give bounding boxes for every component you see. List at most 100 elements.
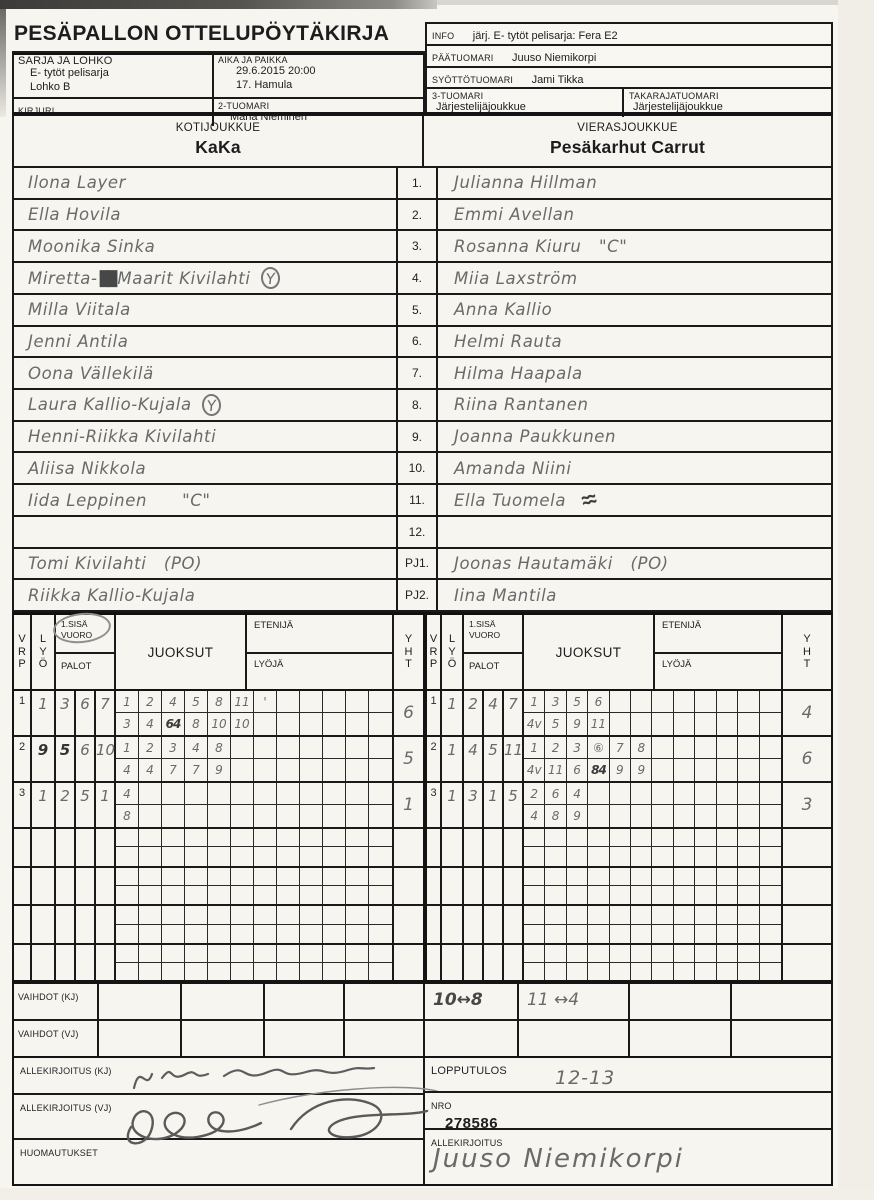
juoksut-cell — [588, 924, 610, 944]
away-player-cell: Hilma Haapala — [438, 358, 831, 388]
yht-column-label: Y H T — [404, 633, 413, 671]
inning-total — [394, 829, 423, 866]
juoksut-cell — [567, 963, 589, 980]
palot-cell: 11 — [504, 737, 524, 781]
juoksut-cell — [759, 868, 781, 887]
thick-divider-line — [12, 112, 833, 116]
inning-total: 4 — [801, 703, 813, 723]
juoksut-cell — [716, 783, 739, 805]
roster-row: Moonika Sinka 3. Rosanna Kiuru "C" — [14, 231, 831, 264]
juoksut-cell: 8 — [545, 805, 567, 827]
juoksut-cell: 4 — [524, 805, 546, 827]
lyo-cell: 1 — [442, 691, 464, 735]
juoksut-cell: 4v — [524, 713, 546, 735]
away-player-cell: Iina Mantila — [438, 580, 831, 610]
away-player-name: Joonas Hautamäki (PO) — [454, 553, 669, 573]
substitutions-table: VAIHDOT (KJ) 10↔8 11 ↔4 VAIHDOT (VJ) — [12, 982, 833, 1058]
juoksut-cell — [369, 783, 392, 805]
juoksut-cell — [323, 805, 346, 827]
juoksut-cell: 2 — [545, 737, 567, 759]
home-player-cell: Ilona Layer — [14, 168, 398, 198]
etenija-label: ETENIJÄ — [247, 615, 392, 655]
juoksut-cell — [567, 886, 589, 905]
lineup-number: 10. — [398, 453, 438, 484]
lineup-number: 4. — [398, 263, 438, 293]
inning-total: 5 — [403, 749, 414, 769]
juoksut-cell — [674, 713, 696, 735]
lineup-number: 9. — [398, 421, 438, 452]
nro-label: NRO — [431, 1101, 452, 1111]
vaihdot-cell — [182, 984, 265, 1019]
away-player-name: Rosanna Kiuru "C" — [454, 236, 628, 256]
juoksut-cell — [588, 906, 610, 925]
juoksut-cell — [231, 737, 254, 759]
juoksut-cell — [323, 759, 346, 781]
juoksut-cell — [139, 906, 162, 925]
juoksut-cell: 10 — [231, 713, 254, 735]
away-player-name: Hilma Haapala — [454, 363, 583, 383]
vaihdot-cell — [265, 984, 345, 1019]
juoksut-cell — [208, 847, 231, 866]
vaihdot-cell: 10↔8 — [425, 984, 519, 1019]
juoksut-grid — [524, 829, 783, 866]
page-margin — [0, 1188, 874, 1200]
palot-cell — [464, 867, 484, 905]
away-player-name: Iina Mantila — [454, 585, 558, 605]
vaihdot-cell — [182, 1021, 265, 1056]
lyo-cell — [32, 945, 56, 980]
inning-number: 3 — [427, 783, 442, 827]
juoksut-cell — [524, 829, 546, 848]
juoksut-cell — [139, 805, 162, 827]
palot-cell — [464, 829, 484, 866]
scoring-header: V R P L Y Ö 1.SISÄ VUORO PALOT JUOKSUT E… — [427, 615, 831, 691]
juoksut-cell — [300, 886, 323, 905]
home-player-cell: Aliisa Nikkola — [14, 453, 398, 484]
lyo-cell — [442, 829, 464, 866]
juoksut-cell — [300, 805, 323, 827]
juoksut-cell — [369, 868, 392, 887]
sisavuoro-label: 1.SISÄ VUORO — [51, 610, 114, 654]
palot-cell: 4 — [464, 737, 484, 781]
juoksut-cell — [717, 713, 739, 735]
juoksut-cell — [631, 847, 653, 866]
away-player-cell: Ella Tuomela ≈≈ — [438, 485, 831, 515]
juoksut-cell — [631, 829, 653, 848]
roster-row: Ella Hovila 2. Emmi Avellan — [14, 199, 831, 232]
vaihdot-vj-label: VAIHDOT (VJ) — [18, 1029, 79, 1039]
palot-cell — [96, 867, 116, 905]
pencil-circle-mark — [51, 610, 113, 646]
home-player-name: Henni-Riikka Kivilahti — [28, 427, 217, 447]
syottotuomari-field: SYÖTTÖTUOMARI Jami Tikka — [427, 68, 831, 89]
lyo-column-label: L Y Ö — [32, 615, 56, 689]
juoksut-cell — [139, 945, 162, 964]
juoksut-cell: 4 — [566, 783, 589, 805]
juoksut-cell — [652, 737, 674, 759]
scoring-row: 1 1 3 6 7 1 2 4 5 8 11 ' 3 4 64 8 10 10 6 — [14, 691, 423, 737]
palot-label: PALOT — [469, 660, 500, 672]
juoksut-cell — [162, 906, 185, 925]
signature-kj-icon — [132, 1066, 376, 1090]
juoksut-cell — [631, 945, 653, 964]
juoksut-cell: 6 — [588, 691, 610, 713]
juoksut-cell — [760, 925, 781, 943]
juoksut-cell — [524, 847, 546, 866]
lyo-cell: 1 — [32, 691, 56, 735]
juoksut-cell — [231, 924, 254, 944]
palot-cell: 3 — [464, 783, 484, 827]
juoksut-cell — [631, 886, 653, 905]
juoksut-cell: 3 — [162, 737, 185, 759]
scoring-grid-home: V R P L Y Ö 1.SISÄ VUORO PALOT JUOKSUT E… — [12, 610, 425, 982]
juoksut-cell: 8 — [631, 737, 653, 759]
juoksut-cell — [695, 886, 717, 905]
juoksut-cell — [717, 924, 739, 944]
juoksut-cell — [695, 691, 717, 713]
juoksut-cell — [254, 867, 277, 887]
away-team-name: Pesäkarhut Carrut — [549, 137, 706, 157]
juoksut-cell: 2 — [139, 737, 162, 759]
juoksut-cell — [652, 713, 674, 735]
juoksut-cell — [610, 805, 632, 827]
juoksut-cell — [738, 847, 760, 866]
juoksut-cell — [673, 829, 696, 848]
sarja-value-line2: Lohko B — [30, 80, 71, 93]
